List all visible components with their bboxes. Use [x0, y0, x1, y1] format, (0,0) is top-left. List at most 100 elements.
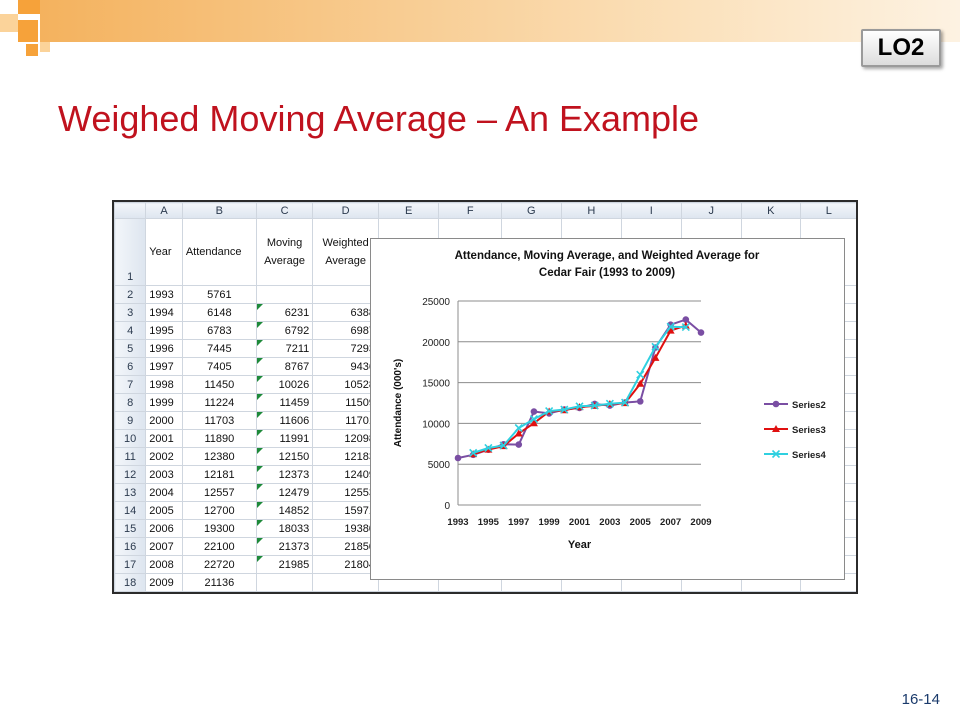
column-header[interactable]: D	[312, 202, 379, 219]
line-chart[interactable]: Attendance, Moving Average, and Weighted…	[370, 238, 845, 580]
moving-average-cell[interactable]: 14852	[255, 501, 314, 520]
row-header[interactable]: 3	[114, 303, 147, 322]
header-attendance-cell[interactable]: Attendance	[181, 218, 257, 286]
moving-average-cell[interactable]	[255, 573, 314, 592]
weighted-average-cell[interactable]: 19380	[312, 519, 379, 538]
attendance-cell[interactable]: 11890	[181, 429, 257, 448]
moving-average-cell[interactable]: 8767	[255, 357, 314, 376]
attendance-cell[interactable]: 6783	[181, 321, 257, 340]
moving-average-cell[interactable]: 21985	[255, 555, 314, 574]
attendance-cell[interactable]: 22720	[181, 555, 257, 574]
year-cell[interactable]: 2007	[145, 537, 183, 556]
row-header[interactable]: 9	[114, 411, 147, 430]
weighted-average-cell[interactable]: 11701	[312, 411, 379, 430]
row-header[interactable]: 18	[114, 573, 147, 592]
header-year-cell[interactable]: Year	[145, 218, 183, 286]
attendance-cell[interactable]: 5761	[181, 285, 257, 304]
attendance-cell[interactable]: 6148	[181, 303, 257, 322]
row-header[interactable]: 14	[114, 501, 147, 520]
moving-average-cell[interactable]: 12373	[255, 465, 314, 484]
weighted-average-cell[interactable]: 6987	[312, 321, 379, 340]
attendance-cell[interactable]: 12181	[181, 465, 257, 484]
select-all-corner[interactable]	[114, 202, 147, 219]
moving-average-cell[interactable]: 7211	[255, 339, 314, 358]
row-header[interactable]: 10	[114, 429, 147, 448]
year-cell[interactable]: 1998	[145, 375, 183, 394]
attendance-cell[interactable]: 7405	[181, 357, 257, 376]
weighted-average-cell[interactable]: 21804	[312, 555, 379, 574]
year-cell[interactable]: 2008	[145, 555, 183, 574]
weighted-average-cell[interactable]: 11509	[312, 393, 379, 412]
column-header[interactable]: B	[181, 202, 257, 219]
weighted-average-cell[interactable]: 12553	[312, 483, 379, 502]
row-header[interactable]: 8	[114, 393, 147, 412]
attendance-cell[interactable]: 21136	[181, 573, 257, 592]
attendance-cell[interactable]: 11450	[181, 375, 257, 394]
year-cell[interactable]: 2000	[145, 411, 183, 430]
column-header[interactable]: G	[501, 202, 562, 219]
moving-average-cell[interactable]: 12479	[255, 483, 314, 502]
year-cell[interactable]: 1994	[145, 303, 183, 322]
row-header[interactable]: 1	[114, 218, 147, 286]
year-cell[interactable]: 2006	[145, 519, 183, 538]
row-header[interactable]: 13	[114, 483, 147, 502]
weighted-average-cell[interactable]: 10528	[312, 375, 379, 394]
row-header[interactable]: 11	[114, 447, 147, 466]
year-cell[interactable]: 2003	[145, 465, 183, 484]
column-header[interactable]: E	[377, 202, 440, 219]
column-header[interactable]: F	[438, 202, 503, 219]
row-header[interactable]: 7	[114, 375, 147, 394]
year-cell[interactable]: 1993	[145, 285, 183, 304]
attendance-cell[interactable]: 7445	[181, 339, 257, 358]
moving-average-cell[interactable]: 21373	[255, 537, 314, 556]
weighted-average-cell[interactable]: 7293	[312, 339, 379, 358]
moving-average-cell[interactable]: 18033	[255, 519, 314, 538]
year-cell[interactable]: 2001	[145, 429, 183, 448]
row-header[interactable]: 15	[114, 519, 147, 538]
weighted-average-cell[interactable]: 15971	[312, 501, 379, 520]
year-cell[interactable]: 1997	[145, 357, 183, 376]
column-header[interactable]: K	[741, 202, 801, 219]
header-weighted-average-cell[interactable]: Weighted Average	[312, 218, 379, 286]
column-header[interactable]: C	[255, 202, 314, 219]
attendance-cell[interactable]: 11224	[181, 393, 257, 412]
row-header[interactable]: 2	[114, 285, 147, 304]
row-header[interactable]: 4	[114, 321, 147, 340]
weighted-average-cell[interactable]	[312, 285, 379, 304]
moving-average-cell[interactable]	[255, 285, 314, 304]
year-cell[interactable]: 1995	[145, 321, 183, 340]
row-header[interactable]: 6	[114, 357, 147, 376]
row-header[interactable]: 5	[114, 339, 147, 358]
year-cell[interactable]: 2005	[145, 501, 183, 520]
weighted-average-cell[interactable]: 12409	[312, 465, 379, 484]
row-header[interactable]: 16	[114, 537, 147, 556]
row-header[interactable]: 17	[114, 555, 147, 574]
weighted-average-cell[interactable]: 6388	[312, 303, 379, 322]
column-header[interactable]: A	[145, 202, 183, 219]
attendance-cell[interactable]: 22100	[181, 537, 257, 556]
year-cell[interactable]: 2009	[145, 573, 183, 592]
column-header[interactable]: H	[560, 202, 623, 219]
attendance-cell[interactable]: 12557	[181, 483, 257, 502]
year-cell[interactable]: 2004	[145, 483, 183, 502]
weighted-average-cell[interactable]: 9436	[312, 357, 379, 376]
attendance-cell[interactable]: 11703	[181, 411, 257, 430]
weighted-average-cell[interactable]	[312, 573, 379, 592]
attendance-cell[interactable]: 12380	[181, 447, 257, 466]
moving-average-cell[interactable]: 10026	[255, 375, 314, 394]
weighted-average-cell[interactable]: 21850	[312, 537, 379, 556]
column-header[interactable]: J	[680, 202, 743, 219]
row-header[interactable]: 12	[114, 465, 147, 484]
weighted-average-cell[interactable]: 12183	[312, 447, 379, 466]
year-cell[interactable]: 1996	[145, 339, 183, 358]
moving-average-cell[interactable]: 6792	[255, 321, 314, 340]
moving-average-cell[interactable]: 11459	[255, 393, 314, 412]
year-cell[interactable]: 1999	[145, 393, 183, 412]
column-header[interactable]: L	[799, 202, 856, 219]
year-cell[interactable]: 2002	[145, 447, 183, 466]
column-header[interactable]: I	[621, 202, 682, 219]
header-moving-average-cell[interactable]: Moving Average	[255, 218, 314, 286]
attendance-cell[interactable]: 12700	[181, 501, 257, 520]
moving-average-cell[interactable]: 11606	[255, 411, 314, 430]
moving-average-cell[interactable]: 6231	[255, 303, 314, 322]
